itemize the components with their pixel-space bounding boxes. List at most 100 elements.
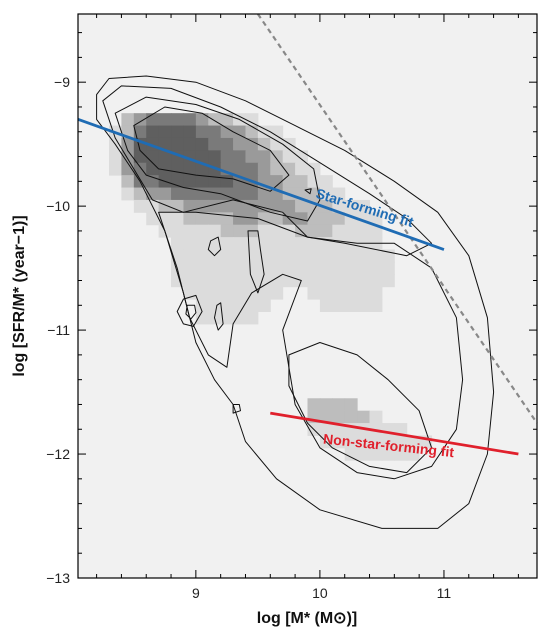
density-cell xyxy=(394,447,408,461)
density-cell xyxy=(257,224,271,238)
density-cell xyxy=(357,299,371,312)
density-cell xyxy=(282,224,296,238)
density-cell xyxy=(257,237,271,251)
density-cell xyxy=(332,398,346,412)
density-cell xyxy=(344,224,358,238)
density-cell xyxy=(195,249,209,263)
y-tick-label: −10 xyxy=(46,198,70,214)
density-cell xyxy=(183,274,197,288)
density-cell xyxy=(319,175,333,189)
density-cell xyxy=(146,212,160,226)
density-cell xyxy=(183,125,197,139)
density-cell xyxy=(282,261,296,275)
density-cell xyxy=(208,187,222,201)
density-cell xyxy=(344,435,358,449)
density-cell xyxy=(133,187,147,201)
density-cell xyxy=(319,398,333,412)
density-cell xyxy=(220,212,234,226)
density-cell xyxy=(369,410,383,424)
density-cell xyxy=(233,187,246,201)
plot-frame xyxy=(77,13,538,579)
density-cell xyxy=(220,249,234,263)
density-cell xyxy=(171,274,184,288)
density-cell xyxy=(282,162,296,176)
density-cell xyxy=(183,137,197,151)
density-cell xyxy=(183,113,197,127)
density-cell xyxy=(183,187,197,201)
density-cell xyxy=(357,435,371,449)
density-cell xyxy=(171,224,184,238)
density-cell xyxy=(332,212,346,226)
density-cell xyxy=(282,150,296,164)
contour-blob-c-inner xyxy=(185,304,197,320)
density-cell xyxy=(257,137,271,151)
density-cell xyxy=(406,435,420,449)
contour-blob-b xyxy=(247,230,265,294)
density-cell xyxy=(295,261,308,275)
density-cell xyxy=(195,286,209,300)
density-cell xyxy=(257,299,271,312)
density-cell xyxy=(158,150,172,164)
density-cell xyxy=(195,137,209,151)
density-cell xyxy=(195,150,209,164)
density-cell xyxy=(295,150,308,164)
density-cell xyxy=(245,274,259,288)
density-cell xyxy=(344,237,358,251)
x-tick-label: 9 xyxy=(192,585,200,601)
density-cell xyxy=(208,261,222,275)
density-cell xyxy=(183,237,197,251)
density-cell xyxy=(121,113,135,127)
contour-blob-e xyxy=(232,404,241,414)
density-cell xyxy=(357,447,371,461)
y-tick-label: −9 xyxy=(54,74,70,90)
density-cell xyxy=(245,125,259,139)
density-cell xyxy=(183,261,197,275)
density-cell xyxy=(270,249,284,263)
fit-lines xyxy=(77,13,538,456)
density-cell xyxy=(171,162,184,176)
density-cell xyxy=(295,175,308,189)
density-cell xyxy=(344,261,358,275)
density-cell xyxy=(233,137,246,151)
density-cell xyxy=(270,237,284,251)
density-cell xyxy=(233,237,246,251)
divider-line xyxy=(256,13,538,424)
density-cell xyxy=(369,299,383,312)
density-cell xyxy=(295,212,308,226)
contour-core xyxy=(133,106,290,192)
density-cell xyxy=(183,249,197,263)
density-cell xyxy=(319,423,333,436)
density-cell xyxy=(220,311,234,325)
contours xyxy=(96,75,495,529)
density-cell xyxy=(344,199,358,213)
density-cell xyxy=(257,162,271,176)
density-cell xyxy=(319,212,333,226)
density-cell xyxy=(357,410,371,424)
density-cell xyxy=(332,286,346,300)
density-cell xyxy=(158,162,172,176)
density-cell xyxy=(344,249,358,263)
contour-blob-c xyxy=(176,294,203,327)
density-cell xyxy=(208,175,222,189)
density-cell xyxy=(344,274,358,288)
density-cell xyxy=(220,237,234,251)
density-cell xyxy=(319,286,333,300)
y-tick-label: −12 xyxy=(46,446,70,462)
density-cell xyxy=(307,224,321,238)
density-cell xyxy=(220,137,234,151)
non-star-forming-fit-line xyxy=(270,411,519,456)
density-cell xyxy=(307,261,321,275)
density-cell xyxy=(146,187,160,201)
density-cell xyxy=(319,299,333,312)
density-cell xyxy=(220,224,234,238)
density-cell xyxy=(195,311,209,325)
density-cell xyxy=(319,410,333,424)
density-cell xyxy=(233,162,246,176)
density-cell xyxy=(369,249,383,263)
density-cell xyxy=(220,286,234,300)
density-cell xyxy=(171,212,184,226)
density-cell xyxy=(233,274,246,288)
density-cell xyxy=(208,286,222,300)
density-cell xyxy=(121,175,135,189)
